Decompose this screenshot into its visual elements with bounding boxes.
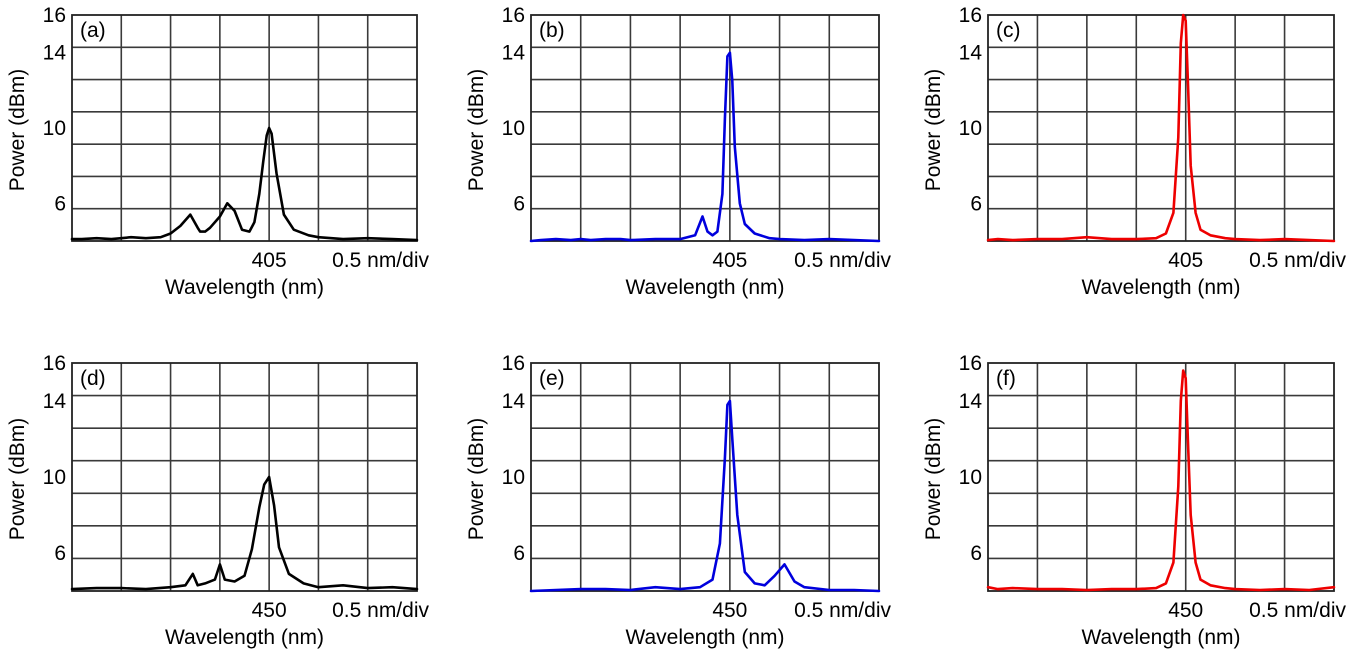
panel-label: (a) <box>80 19 106 42</box>
y-tick-label: 6 <box>513 542 525 565</box>
plot-frame <box>530 14 880 242</box>
y-tick-label: 10 <box>43 117 66 140</box>
y-tick-label: 16 <box>43 4 66 27</box>
panel-label: (e) <box>539 367 565 390</box>
y-tick-label: 14 <box>502 390 526 413</box>
y-tick-label: 14 <box>502 42 526 65</box>
plot-frame <box>987 362 1335 592</box>
y-tick-label: 6 <box>513 192 525 215</box>
x-axis-title: Wavelength (nm) <box>165 276 324 299</box>
spectrum-line <box>70 126 419 242</box>
spectrum-line <box>986 369 1336 592</box>
y-tick-label: 14 <box>43 390 67 413</box>
y-tick-label: 14 <box>959 42 983 65</box>
y-axis-title: Power (dBm) <box>465 418 488 541</box>
y-tick-label: 10 <box>502 466 525 489</box>
x-scale-label: 0.5 nm/div <box>332 249 429 272</box>
panel-label: (f) <box>996 367 1016 390</box>
panel-c: 6 10 14 16 405 0.5 nm/div Wavelength (nm) Power… <box>922 4 1346 299</box>
y-tick-label: 16 <box>959 4 982 27</box>
grid <box>988 363 1334 591</box>
y-tick-label: 16 <box>502 4 525 27</box>
grid <box>531 15 879 241</box>
x-tick-label: 405 <box>712 249 747 272</box>
spectrum-line <box>529 399 881 593</box>
y-tick-label: 10 <box>959 117 982 140</box>
y-tick-label: 14 <box>959 390 983 413</box>
y-axis-title: Power (dBm) <box>6 69 29 192</box>
y-axis-title: Power (dBm) <box>922 69 945 192</box>
y-tick-label: 10 <box>43 466 66 489</box>
y-axis-title: Power (dBm) <box>465 69 488 192</box>
x-axis-title: Wavelength (nm) <box>1081 276 1240 299</box>
y-tick-label: 6 <box>970 192 982 215</box>
x-axis-title: Wavelength (nm) <box>1081 626 1240 649</box>
y-tick-label: 16 <box>959 352 982 375</box>
grid <box>72 363 417 591</box>
y-tick-label: 10 <box>502 117 525 140</box>
panel-label: (b) <box>539 19 565 42</box>
plot-frame <box>71 14 418 242</box>
y-tick-label: 6 <box>54 542 66 565</box>
x-tick-label: 450 <box>1168 599 1203 622</box>
y-tick-label: 10 <box>959 466 982 489</box>
panel-e: 6 10 14 16 450 0.5 nm/div Wavelength (nm) Power… <box>465 352 891 649</box>
y-tick-label: 16 <box>43 352 66 375</box>
spectrum-line <box>70 475 419 591</box>
grid <box>531 363 879 591</box>
x-scale-label: 0.5 nm/div <box>794 249 891 272</box>
x-tick-label: 450 <box>712 599 747 622</box>
panel-f: 6 10 14 16 450 0.5 nm/div Wavelength (nm) Power… <box>922 352 1346 649</box>
spectrum-line <box>986 13 1336 243</box>
x-scale-label: 0.5 nm/div <box>1249 599 1346 622</box>
x-scale-label: 0.5 nm/div <box>332 599 429 622</box>
x-scale-label: 0.5 nm/div <box>794 599 891 622</box>
plot-frame <box>530 362 880 592</box>
x-tick-label: 405 <box>1168 249 1203 272</box>
panel-label: (c) <box>996 19 1021 42</box>
x-tick-label: 450 <box>252 599 287 622</box>
plot-frame <box>71 362 418 592</box>
grid <box>72 15 417 241</box>
y-tick-label: 16 <box>502 352 525 375</box>
x-axis-title: Wavelength (nm) <box>625 626 784 649</box>
x-tick-label: 405 <box>252 249 287 272</box>
y-axis-title: Power (dBm) <box>922 418 945 541</box>
grid <box>988 15 1334 241</box>
y-tick-label: 6 <box>54 192 66 215</box>
panel-a: 6 10 14 16 405 0.5 nm/div Wavelength (nm) Power… <box>6 4 429 299</box>
plot-frame <box>987 14 1335 242</box>
panel-label: (d) <box>80 367 106 390</box>
x-axis-title: Wavelength (nm) <box>625 276 784 299</box>
spectrum-line <box>529 51 881 243</box>
y-tick-label: 6 <box>970 542 982 565</box>
y-tick-label: 14 <box>43 42 67 65</box>
panel-d: 6 10 14 16 450 0.5 nm/div Wavelength (nm) Power… <box>6 352 429 649</box>
y-axis-title: Power (dBm) <box>6 418 29 541</box>
x-scale-label: 0.5 nm/div <box>1249 249 1346 272</box>
x-axis-title: Wavelength (nm) <box>165 626 324 649</box>
panel-b: 6 10 14 16 405 0.5 nm/div Wavelength (nm) Power… <box>465 4 891 299</box>
